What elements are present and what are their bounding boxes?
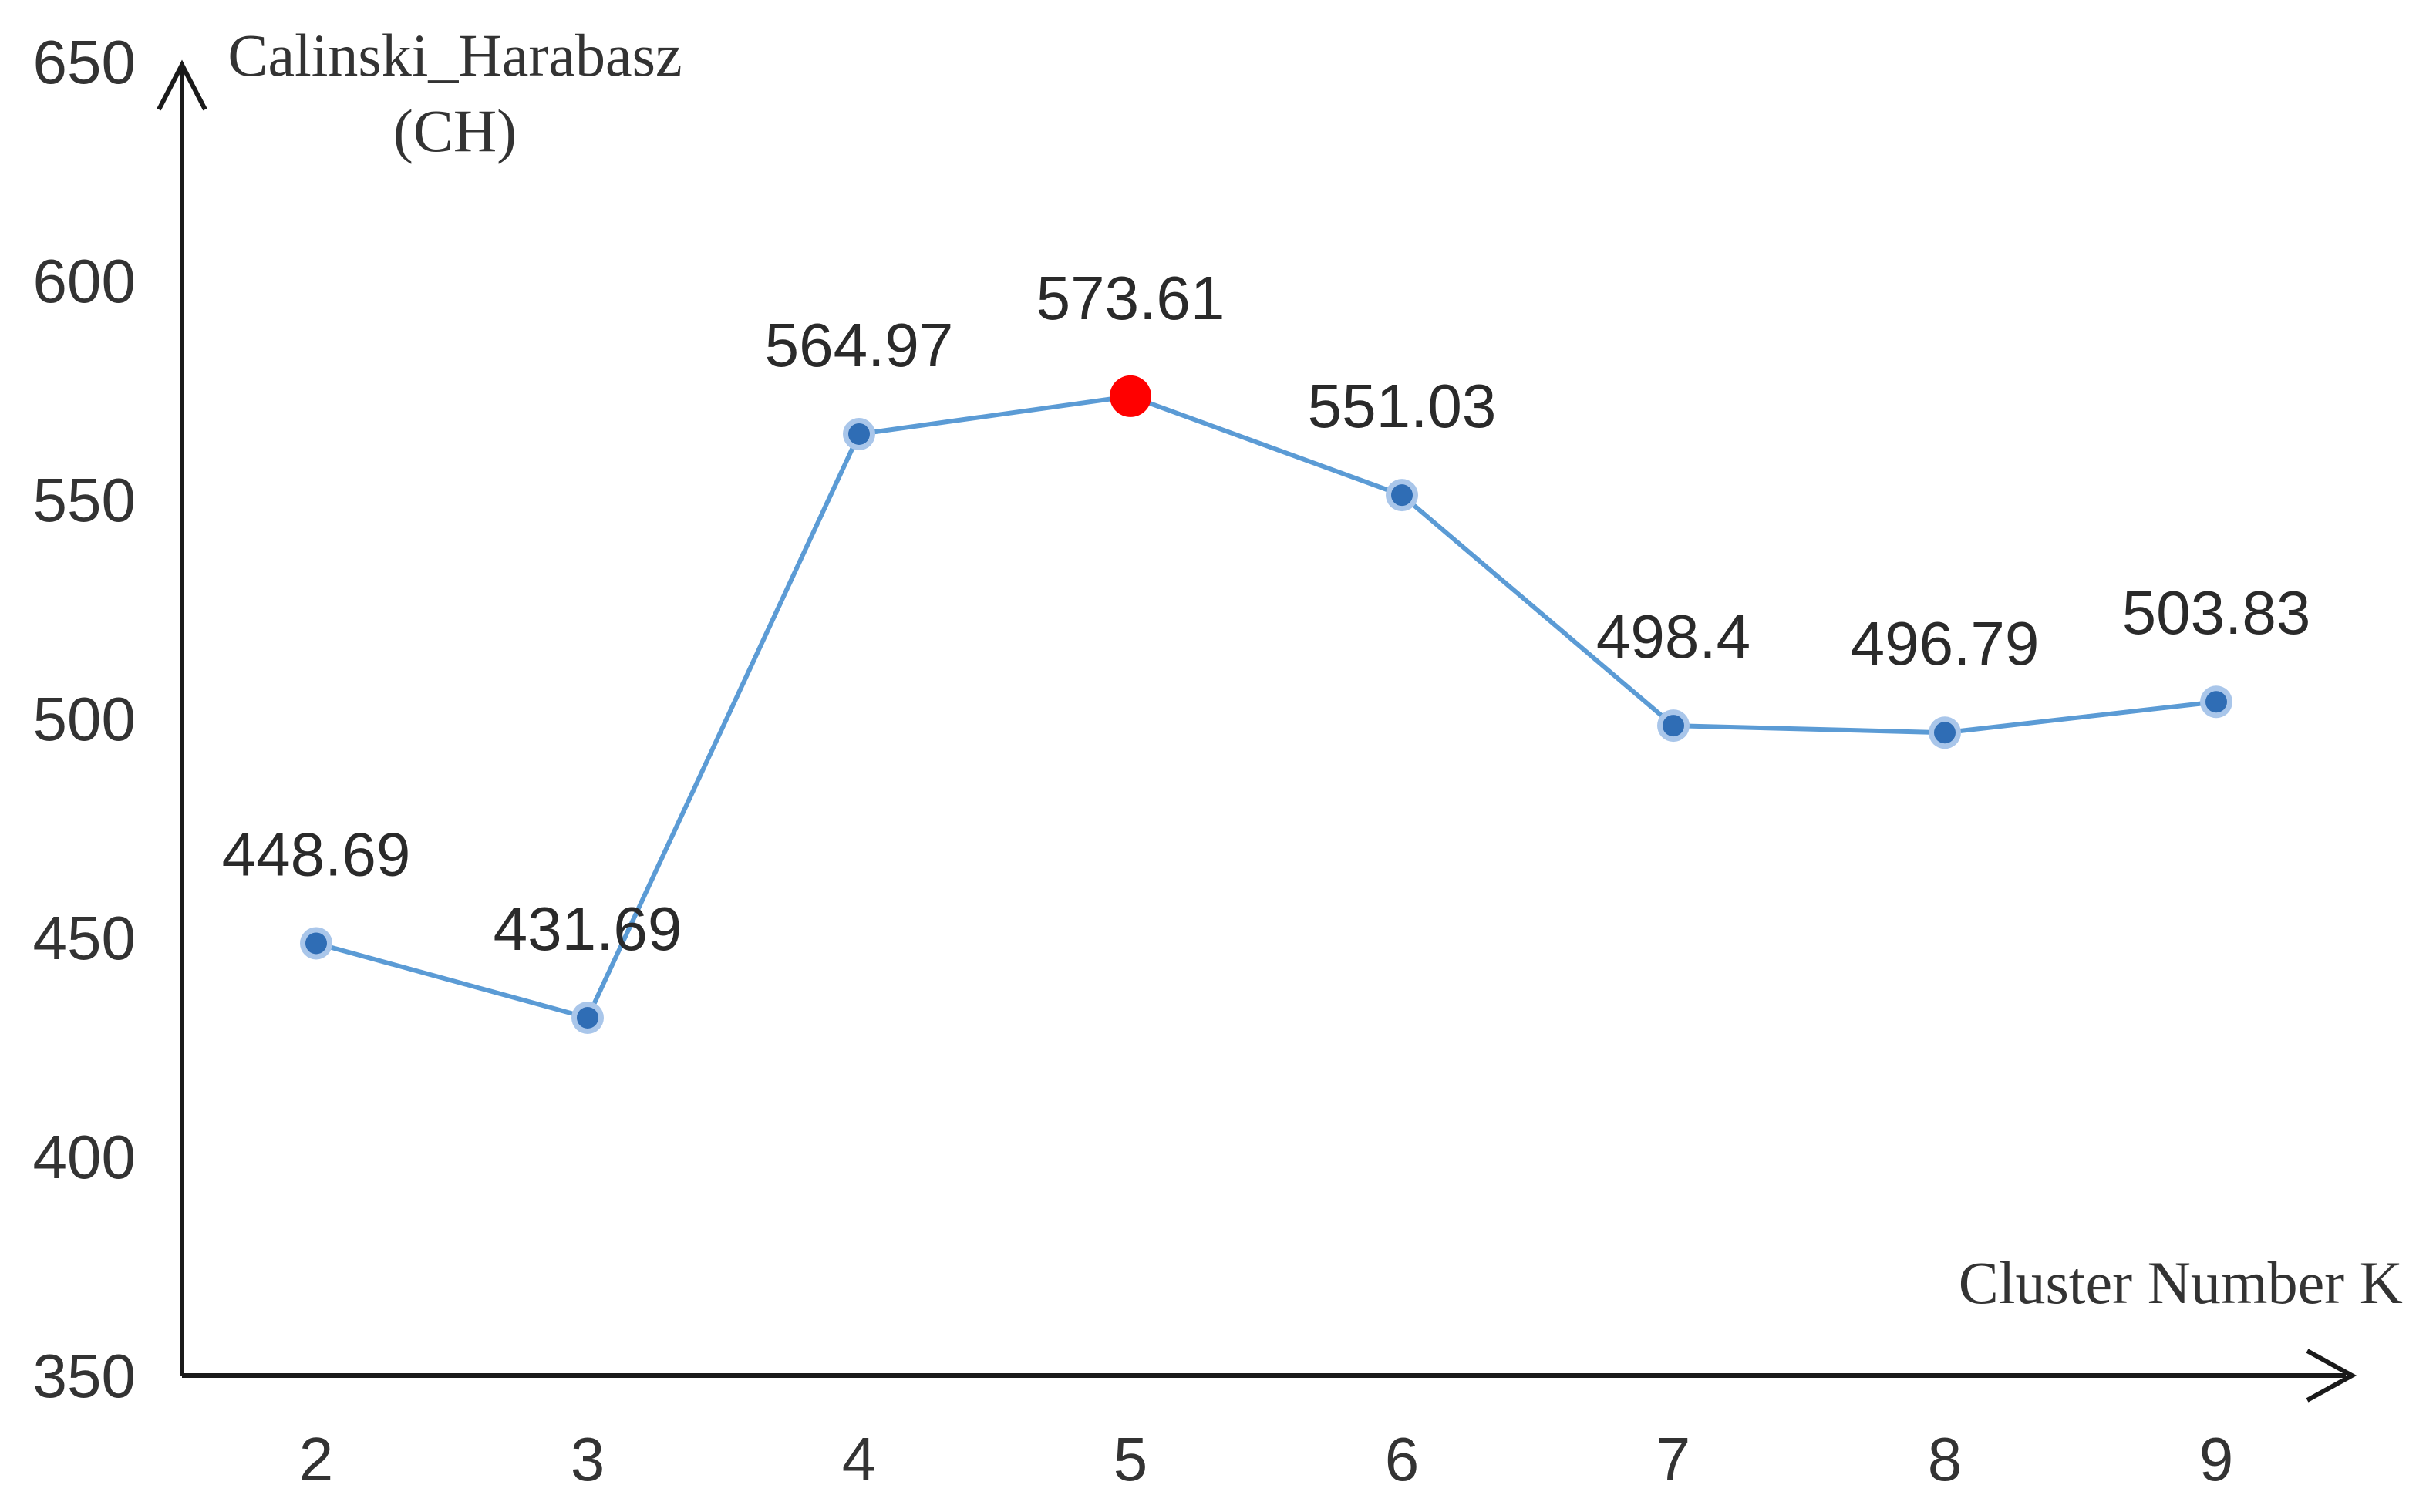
x-tick-label: 2 — [299, 1425, 334, 1493]
x-axis-arrowhead — [2306, 1349, 2357, 1403]
series-line — [315, 393, 2217, 1021]
data-point — [843, 417, 875, 450]
y-axis-arrowhead — [157, 59, 207, 111]
y-tick-label: 600 — [33, 247, 136, 315]
data-point — [1657, 709, 1690, 743]
data-point-marker — [1934, 722, 1956, 744]
data-point — [300, 927, 332, 960]
y-axis-title-line2: (CH) — [393, 97, 517, 164]
data-label: 431.69 — [494, 894, 682, 963]
data-label: 496.79 — [1851, 609, 2040, 678]
data-point — [1929, 716, 1961, 749]
data-point-marker — [2205, 691, 2227, 713]
data-label: 573.61 — [1036, 264, 1225, 332]
axes — [157, 59, 2357, 1403]
x-tick-label: 5 — [1114, 1425, 1148, 1493]
data-point-marker — [1663, 715, 1684, 737]
series-ch — [300, 375, 2232, 1035]
data-label: 564.97 — [765, 311, 954, 379]
data-label: 498.4 — [1596, 602, 1750, 671]
x-tick-labels: 2 3 4 5 6 7 8 9 — [299, 1425, 2234, 1493]
data-label: 551.03 — [1308, 372, 1497, 440]
data-point-marker — [577, 1007, 598, 1029]
x-tick-label: 9 — [2199, 1425, 2234, 1493]
x-tick-label: 6 — [1385, 1425, 1420, 1493]
y-tick-label: 400 — [33, 1123, 136, 1191]
data-point — [571, 1002, 604, 1035]
data-label: 503.83 — [2122, 578, 2311, 647]
data-point-highlight — [1110, 375, 1151, 417]
x-axis-title: Cluster Number K — [1959, 1249, 2403, 1316]
y-tick-label: 350 — [33, 1342, 136, 1410]
x-tick-label: 7 — [1656, 1425, 1691, 1493]
y-tick-label: 550 — [33, 466, 136, 534]
y-tick-labels: 350 400 450 500 550 600 650 — [33, 28, 136, 1410]
x-tick-label: 3 — [571, 1425, 605, 1493]
data-point — [2200, 685, 2232, 719]
y-tick-label: 500 — [33, 685, 136, 753]
y-tick-label: 650 — [33, 28, 136, 96]
data-labels: 448.69 431.69 564.97 573.61 551.03 498.4 496.7… — [222, 264, 2311, 963]
data-point — [1386, 479, 1418, 512]
data-point-marker — [848, 423, 870, 445]
x-tick-label: 4 — [842, 1425, 877, 1493]
y-tick-label: 450 — [33, 904, 136, 972]
data-point-marker — [305, 932, 327, 955]
y-axis-title-line1: Calinski_Harabasz — [227, 22, 682, 89]
data-label: 448.69 — [222, 820, 411, 888]
data-point-marker — [1391, 484, 1413, 507]
x-tick-label: 8 — [1928, 1425, 1963, 1493]
